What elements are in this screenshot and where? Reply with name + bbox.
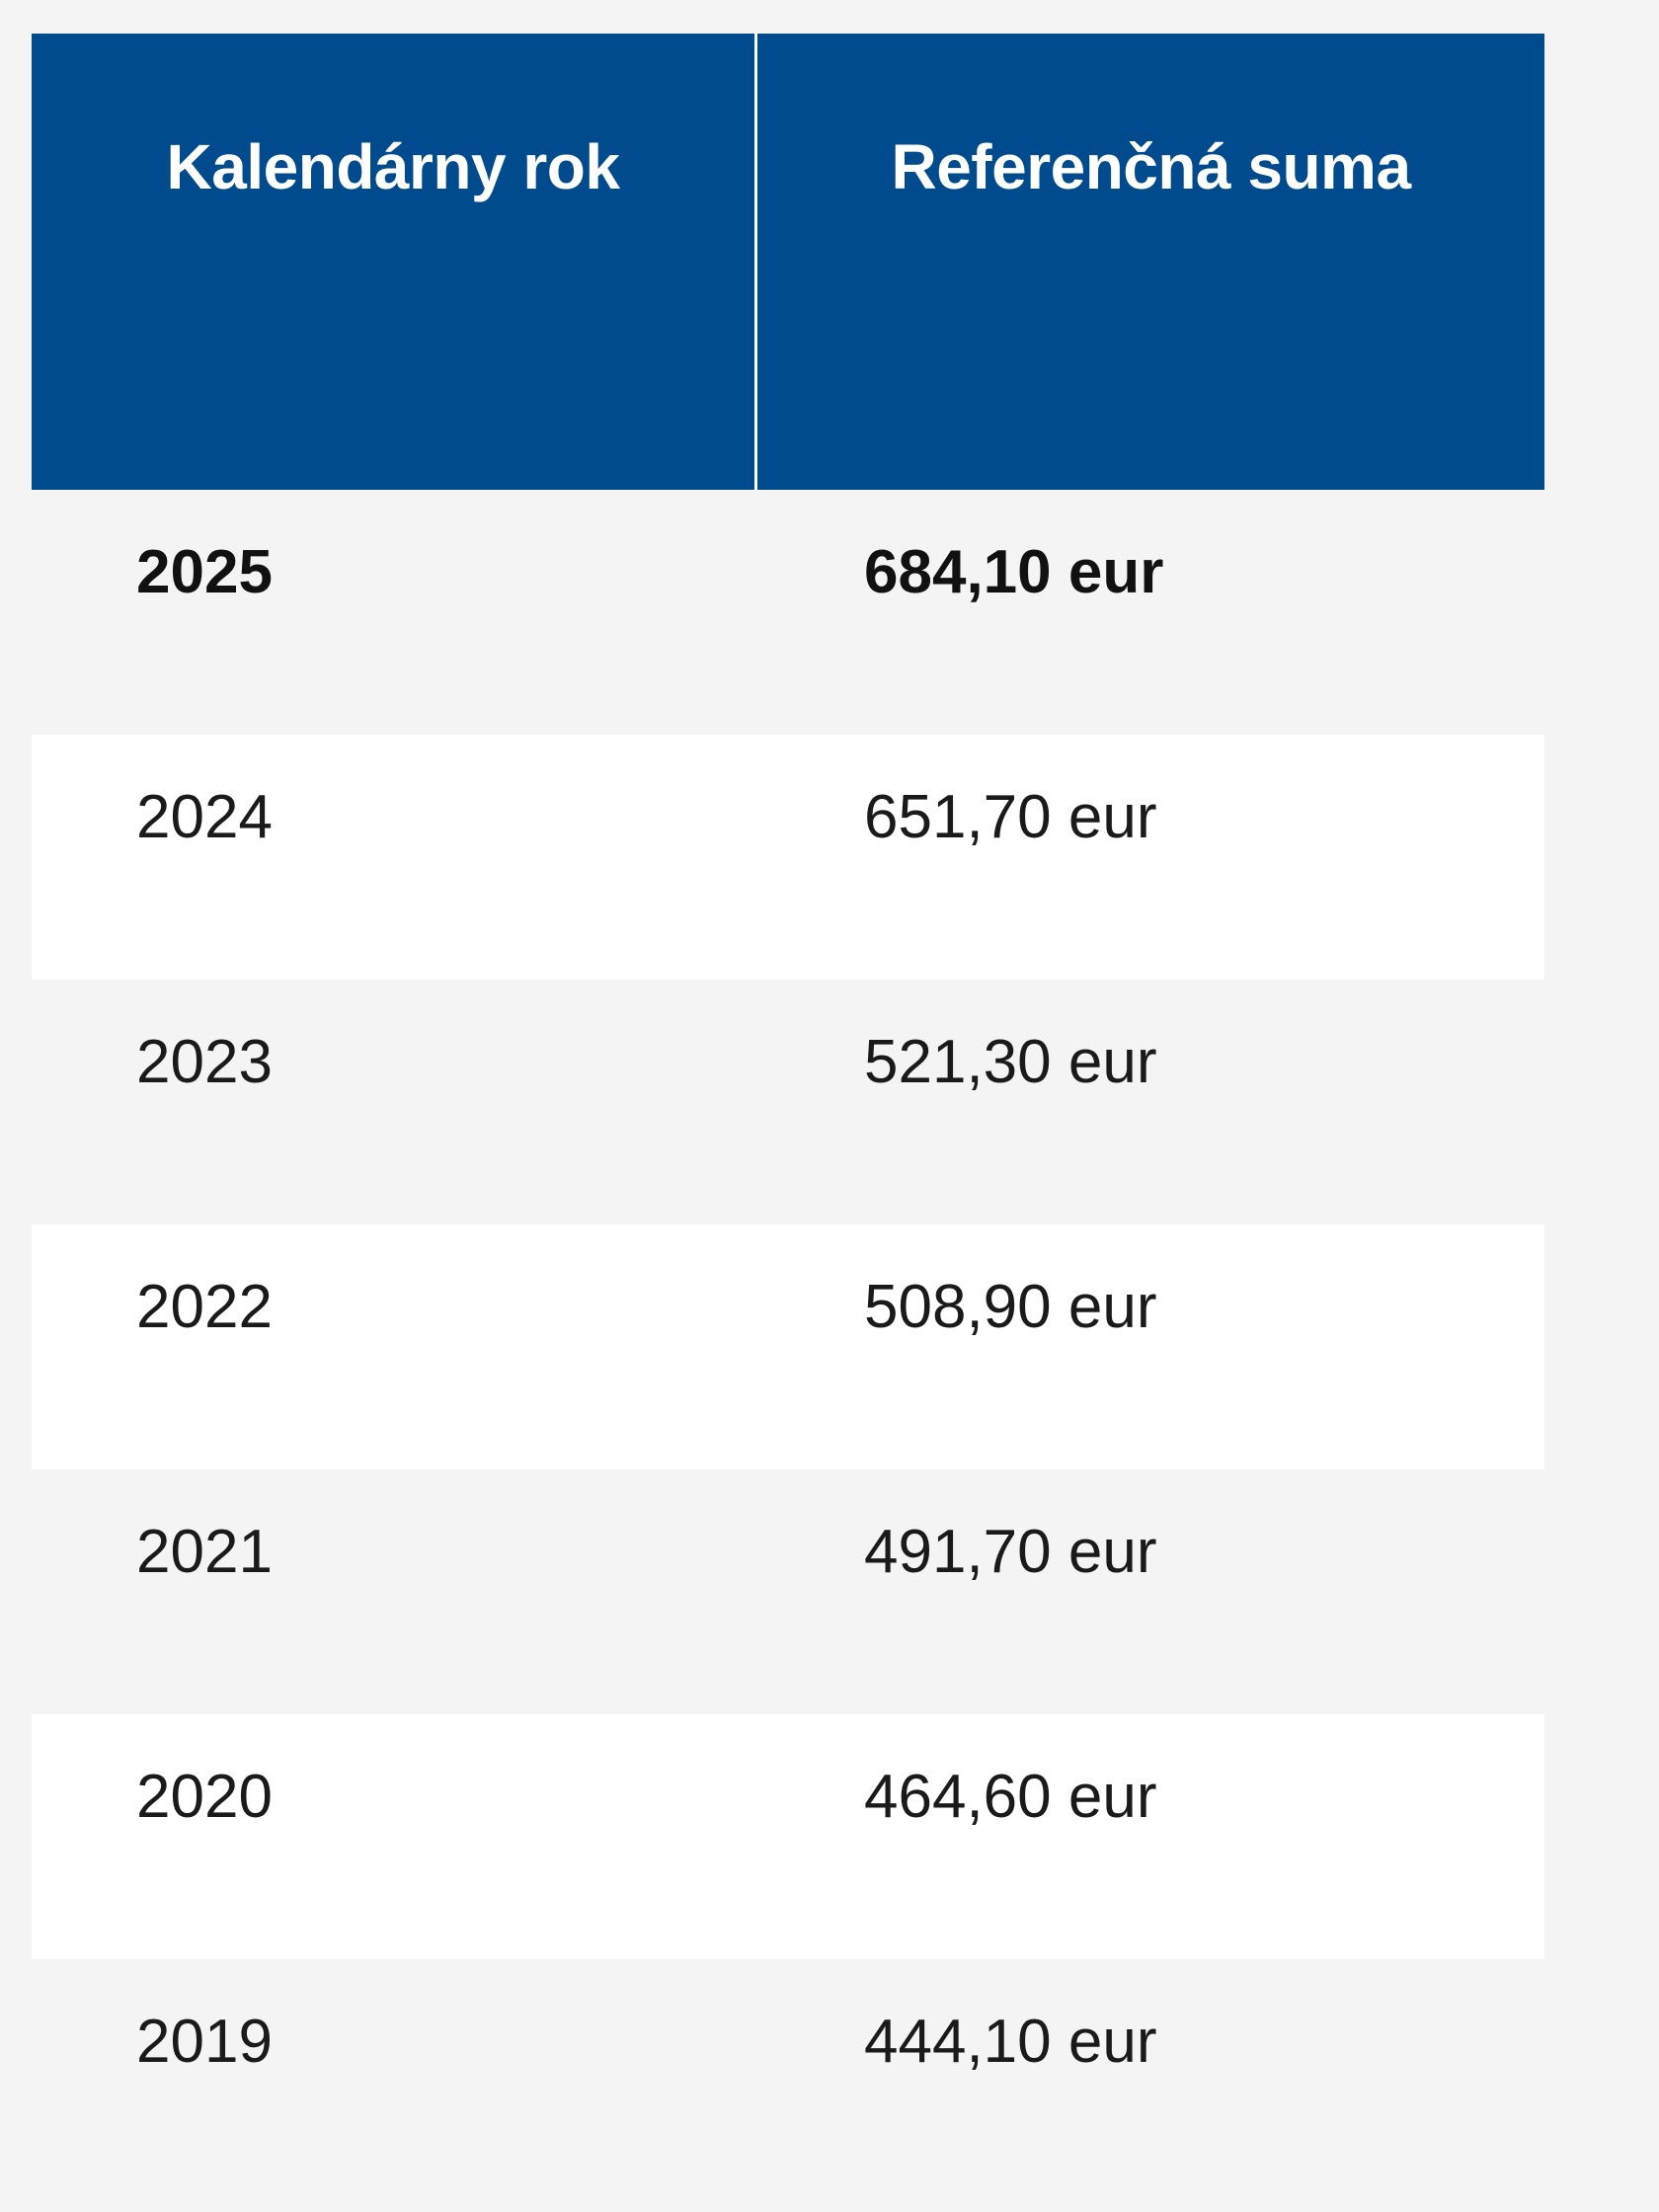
year-cell: 2024 xyxy=(136,783,273,851)
table-row: 2019 444,10 eur xyxy=(32,1959,1544,2204)
reference-amount-table: Kalendárny rok Referenčná suma 2025 684,… xyxy=(32,34,1544,2204)
table-row: 2023 521,30 eur xyxy=(32,980,1544,1224)
table-row: 2025 684,10 eur xyxy=(32,490,1544,735)
amount-cell: 491,70 eur xyxy=(864,1518,1157,1586)
year-cell: 2025 xyxy=(136,538,273,606)
table-header-row: Kalendárny rok Referenčná suma xyxy=(32,34,1544,490)
table-row: 2020 464,60 eur xyxy=(32,1714,1544,1959)
column-header-year: Kalendárny rok xyxy=(32,34,757,490)
year-cell: 2023 xyxy=(136,1028,273,1096)
amount-cell: 444,10 eur xyxy=(864,2008,1157,2076)
amount-cell: 651,70 eur xyxy=(864,783,1157,851)
amount-cell: 508,90 eur xyxy=(864,1273,1157,1341)
year-cell: 2019 xyxy=(136,2008,273,2076)
amount-cell: 521,30 eur xyxy=(864,1028,1157,1096)
amount-cell: 464,60 eur xyxy=(864,1763,1157,1831)
table-row: 2024 651,70 eur xyxy=(32,735,1544,980)
year-cell: 2021 xyxy=(136,1518,273,1586)
year-cell: 2020 xyxy=(136,1763,273,1831)
table-row: 2021 491,70 eur xyxy=(32,1469,1544,1714)
table-row: 2022 508,90 eur xyxy=(32,1224,1544,1469)
column-header-amount: Referenčná suma xyxy=(891,131,1411,202)
year-cell: 2022 xyxy=(136,1273,273,1341)
amount-cell: 684,10 eur xyxy=(864,538,1164,606)
